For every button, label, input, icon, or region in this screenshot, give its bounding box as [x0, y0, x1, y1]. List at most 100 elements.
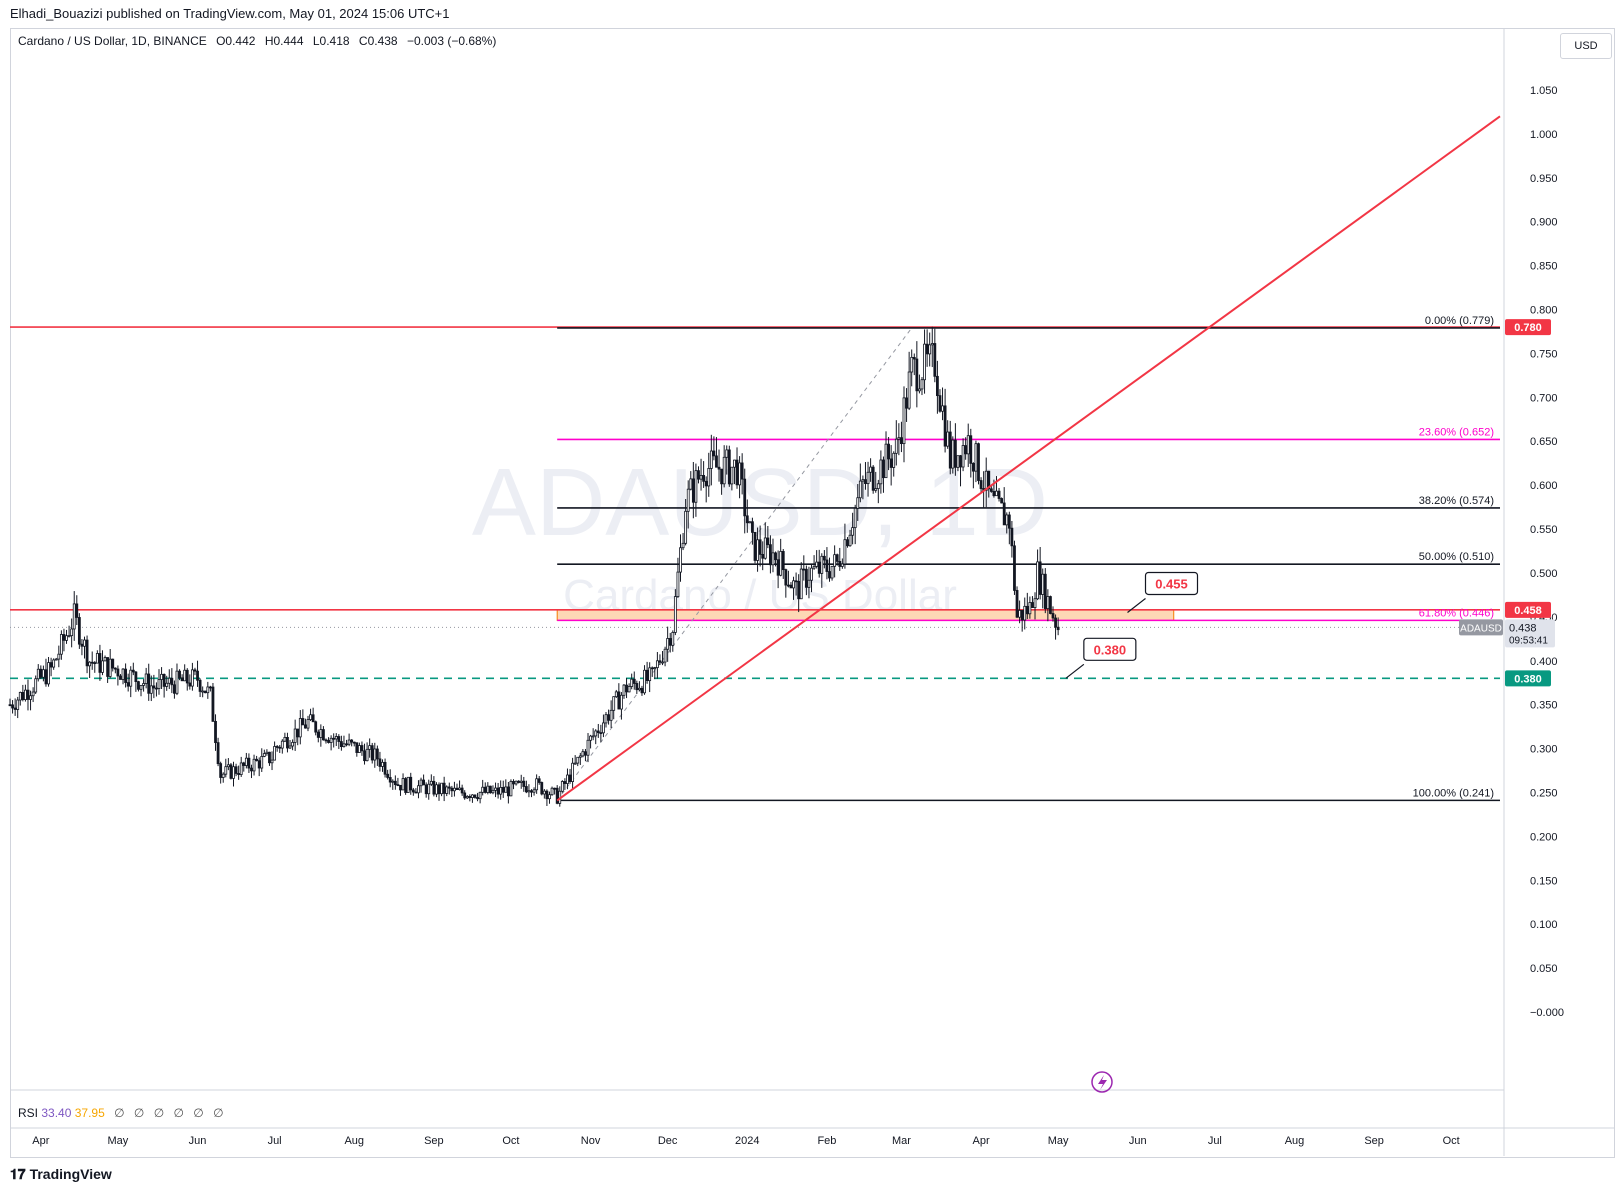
- candle-body: [743, 478, 747, 517]
- candle-body: [90, 661, 94, 664]
- candle-body: [578, 755, 582, 758]
- candle-body: [607, 714, 610, 721]
- candle-body: [198, 679, 202, 692]
- candle-body: [478, 791, 482, 800]
- symbol-name: Cardano / US Dollar, 1D, BINANCE: [18, 34, 207, 48]
- candle-body: [509, 781, 513, 797]
- y-tick-label: 0.950: [1530, 173, 1558, 185]
- candle-body: [185, 669, 189, 684]
- candle-body: [861, 479, 865, 482]
- candle-body: [386, 773, 390, 778]
- candle-body: [717, 466, 721, 470]
- candle-body: [296, 728, 300, 738]
- candle-body: [476, 797, 479, 800]
- candle-body: [465, 796, 469, 799]
- rsi-label: RSI: [18, 1106, 39, 1120]
- candle-body: [879, 459, 883, 485]
- candle-body: [753, 531, 757, 561]
- candle-body: [450, 787, 454, 792]
- candle-body: [414, 791, 418, 794]
- candle-body: [681, 542, 685, 549]
- x-tick-label: 2024: [735, 1135, 759, 1147]
- rsi-legend[interactable]: RSI 33.40 37.95 ∅ ∅ ∅ ∅ ∅ ∅: [18, 1106, 224, 1120]
- candle-body: [229, 764, 233, 779]
- candle-body: [676, 571, 680, 597]
- candle-body: [563, 781, 567, 784]
- x-tick-label: May: [1048, 1135, 1069, 1147]
- candle-body: [789, 584, 793, 589]
- candle-body: [799, 568, 803, 600]
- candle-body: [581, 751, 585, 757]
- candle-body: [129, 669, 133, 687]
- candle-body: [481, 786, 485, 793]
- candle-body: [589, 735, 592, 741]
- candle-body: [501, 787, 505, 793]
- candle-body: [203, 690, 207, 694]
- countdown-timer: 09:53:41: [1509, 635, 1548, 646]
- candle-body: [319, 729, 323, 738]
- candle-body: [846, 539, 849, 547]
- candle-body: [524, 786, 528, 793]
- candle-body: [882, 459, 885, 479]
- candle-body: [72, 603, 76, 630]
- candle-body: [519, 780, 523, 783]
- candle-body: [34, 678, 38, 693]
- lightning-icon[interactable]: [1091, 1071, 1113, 1093]
- candle-body: [234, 766, 238, 774]
- candle-body: [835, 554, 839, 562]
- candle-body: [784, 569, 788, 586]
- candle-body: [1031, 602, 1034, 608]
- tradingview-logo[interactable]: 𝟏𝟕 TradingView: [10, 1166, 112, 1183]
- fib-level-label: 50.00% (0.510): [1419, 551, 1494, 563]
- candle-body: [1023, 605, 1027, 621]
- candle-body: [568, 774, 572, 782]
- candle-body: [907, 371, 911, 409]
- candle-body: [640, 687, 644, 694]
- candle-body: [987, 470, 991, 490]
- candle-body: [85, 639, 89, 667]
- candle-body: [183, 669, 187, 682]
- candle-body: [149, 685, 153, 694]
- candle-body: [840, 563, 844, 567]
- candle-body: [424, 784, 428, 795]
- candle-body: [116, 668, 120, 677]
- candle-body: [961, 445, 965, 468]
- lightning-icon-bolt: [1098, 1075, 1107, 1090]
- candle-body: [360, 745, 364, 752]
- candle-body: [869, 466, 873, 473]
- candle-body: [735, 459, 739, 486]
- candle-body: [858, 480, 862, 499]
- candle-body: [103, 657, 107, 662]
- candle-body: [47, 662, 50, 685]
- y-tick-label: 0.600: [1530, 480, 1558, 492]
- candle-body: [160, 673, 163, 680]
- candle-body: [39, 668, 43, 678]
- price-badge: 0.380: [1514, 673, 1542, 685]
- candle-body: [571, 762, 575, 782]
- candle-body: [781, 551, 785, 571]
- candle-body: [807, 579, 811, 588]
- candle-body: [440, 782, 443, 795]
- callout-label: 0.380: [1094, 642, 1127, 657]
- candle-body: [722, 456, 726, 485]
- candle-body: [262, 753, 266, 757]
- candle-body: [820, 555, 824, 574]
- x-tick-label: Aug: [344, 1135, 364, 1147]
- currency-button[interactable]: USD: [1560, 33, 1612, 59]
- candle-body: [201, 690, 205, 693]
- na-value: ∅: [213, 1106, 224, 1120]
- candle-body: [733, 459, 736, 468]
- candle-body: [671, 632, 675, 646]
- candle-body: [648, 667, 652, 682]
- candle-body: [257, 760, 261, 769]
- candle-body: [758, 539, 762, 555]
- candle-body: [463, 792, 467, 799]
- candle-body: [121, 668, 125, 680]
- candle-body: [1049, 596, 1052, 614]
- candle-body: [1002, 502, 1006, 526]
- y-tick-label: 0.850: [1530, 261, 1558, 273]
- candle-body: [594, 730, 598, 737]
- candle-body: [298, 718, 302, 738]
- candle-body: [707, 468, 711, 487]
